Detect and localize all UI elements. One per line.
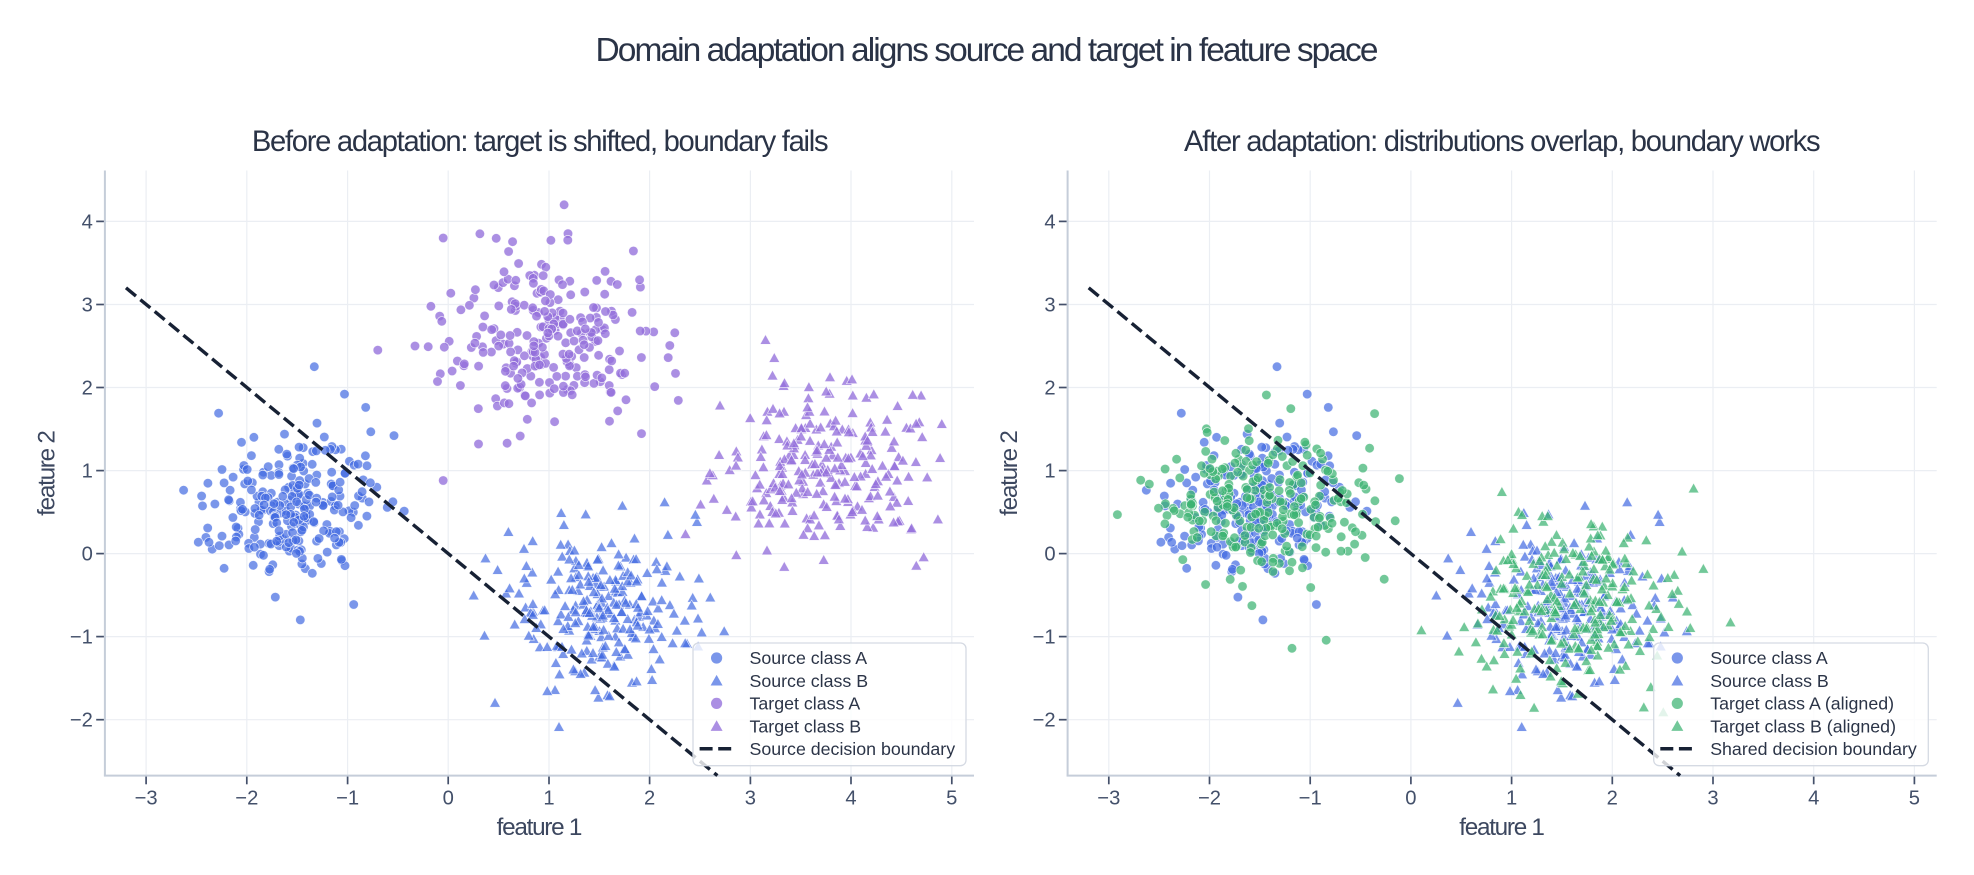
svg-text:feature 1: feature 1 — [1459, 814, 1545, 841]
svg-text:4: 4 — [845, 787, 856, 809]
svg-text:1: 1 — [1044, 460, 1055, 482]
svg-text:2: 2 — [1607, 787, 1618, 809]
svg-text:feature 1: feature 1 — [497, 814, 583, 841]
svg-text:Source class A: Source class A — [1710, 648, 1828, 668]
svg-text:3: 3 — [1044, 294, 1055, 316]
svg-text:Source class B: Source class B — [1710, 671, 1829, 691]
svg-text:−1: −1 — [336, 787, 359, 809]
svg-text:3: 3 — [1707, 787, 1718, 809]
svg-text:−2: −2 — [1033, 710, 1056, 732]
svg-text:Target class B: Target class B — [750, 716, 862, 736]
svg-text:Domain adaptation aligns sourc: Domain adaptation aligns source and targ… — [596, 32, 1379, 69]
svg-text:0: 0 — [443, 787, 454, 809]
svg-text:1: 1 — [82, 460, 93, 482]
svg-text:2: 2 — [82, 377, 93, 399]
svg-text:−2: −2 — [1198, 787, 1221, 809]
svg-text:3: 3 — [82, 294, 93, 316]
svg-text:3: 3 — [745, 787, 756, 809]
svg-text:Shared decision boundary: Shared decision boundary — [1710, 739, 1917, 759]
svg-text:Before adaptation: target is s: Before adaptation: target is shifted, bo… — [252, 126, 829, 158]
svg-text:0: 0 — [1044, 544, 1055, 566]
svg-text:−3: −3 — [135, 787, 158, 809]
svg-text:−2: −2 — [235, 787, 258, 809]
svg-text:0: 0 — [82, 544, 93, 566]
svg-text:1: 1 — [1506, 787, 1517, 809]
svg-text:1: 1 — [543, 787, 554, 809]
svg-text:−2: −2 — [70, 710, 93, 732]
svg-text:5: 5 — [946, 787, 957, 809]
svg-text:−3: −3 — [1097, 787, 1120, 809]
svg-text:4: 4 — [82, 211, 93, 233]
svg-text:feature 2: feature 2 — [34, 430, 61, 516]
svg-text:2: 2 — [644, 787, 655, 809]
svg-text:Target class B (aligned): Target class B (aligned) — [1710, 716, 1896, 736]
svg-text:Source class A: Source class A — [750, 648, 868, 668]
svg-text:−1: −1 — [1033, 627, 1056, 649]
svg-text:−1: −1 — [1299, 787, 1322, 809]
svg-text:After adaptation: distribution: After adaptation: distributions overlap,… — [1184, 126, 1821, 158]
svg-text:4: 4 — [1808, 787, 1819, 809]
svg-text:−1: −1 — [70, 627, 93, 649]
svg-text:feature 2: feature 2 — [996, 430, 1023, 516]
svg-text:Target class A: Target class A — [750, 694, 861, 714]
svg-text:Source decision boundary: Source decision boundary — [750, 739, 956, 759]
svg-text:Target class A (aligned): Target class A (aligned) — [1710, 694, 1894, 714]
svg-text:4: 4 — [1044, 211, 1055, 233]
svg-text:5: 5 — [1909, 787, 1920, 809]
svg-text:Source class B: Source class B — [750, 671, 869, 691]
svg-text:0: 0 — [1405, 787, 1416, 809]
svg-text:2: 2 — [1044, 377, 1055, 399]
